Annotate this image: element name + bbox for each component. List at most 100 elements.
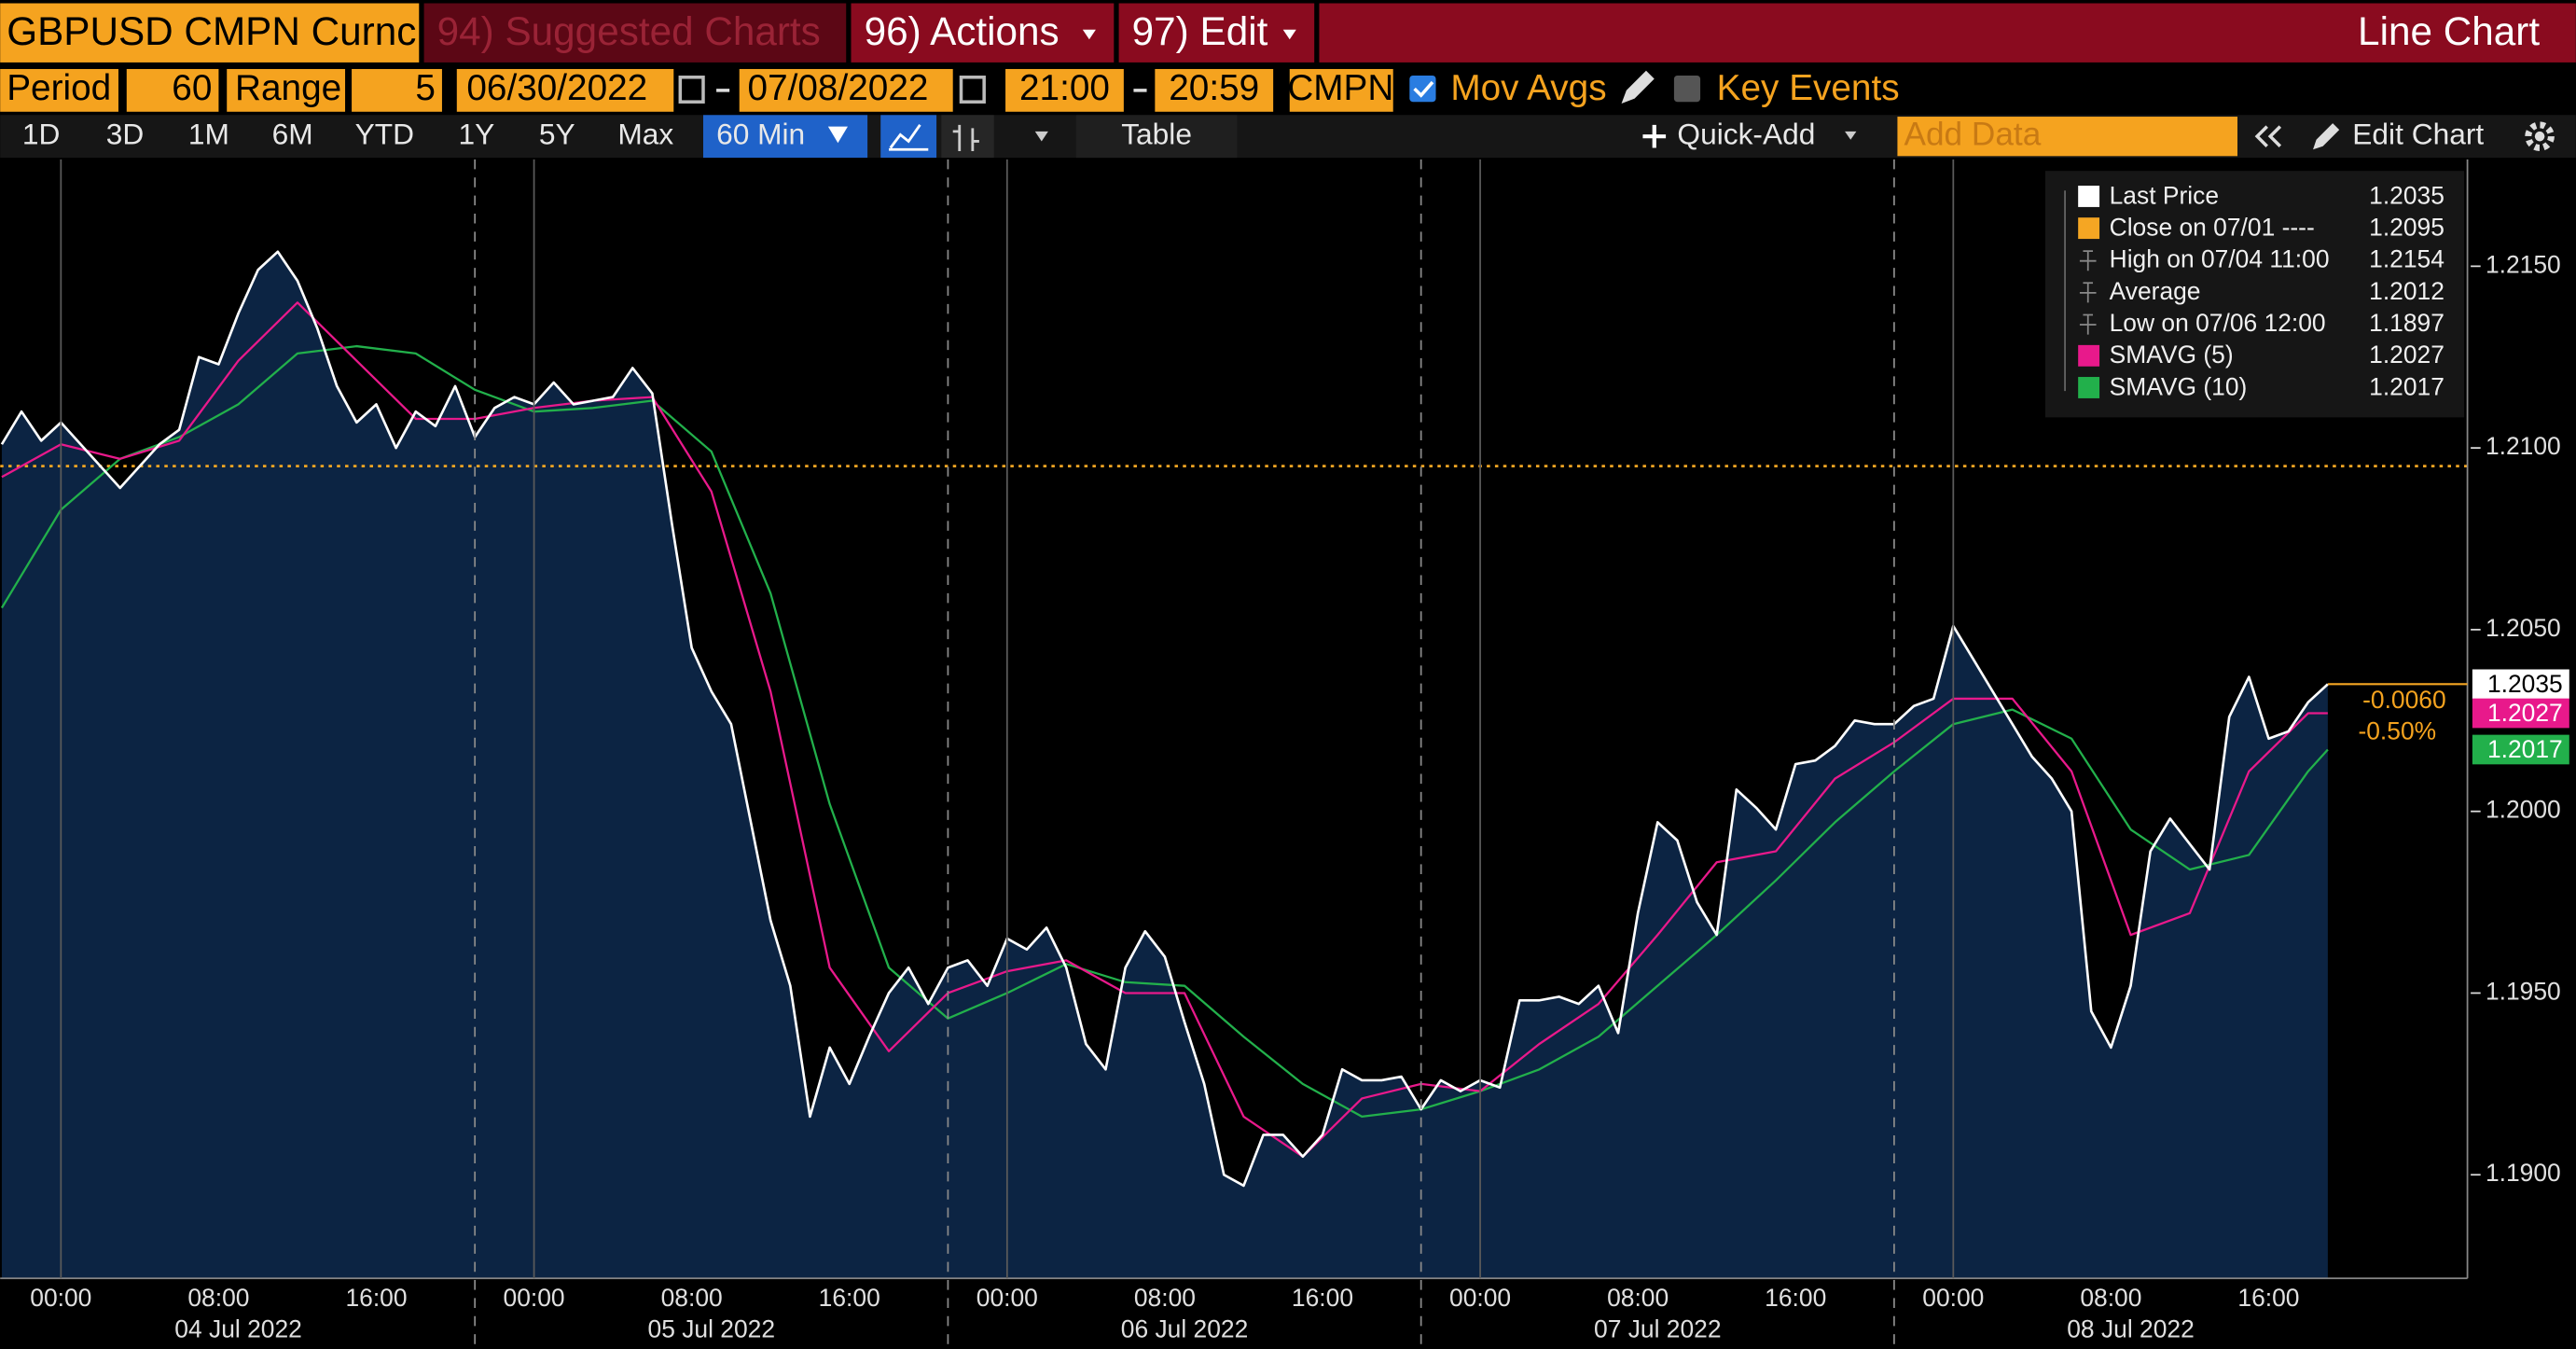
legend-glyph [2079,250,2097,271]
x-tick-label: 16:00 [819,1284,880,1312]
legend-name: Close on 07/01 ---- [2110,213,2315,241]
start-date: 06/30/2022 [466,68,647,108]
change-percent: -0.50% [2358,716,2436,744]
y-tick-label: 1.2100 [2486,432,2561,460]
dropdown-arrow [1845,131,1857,140]
legend-name: High on 07/04 11:00 [2110,245,2330,273]
period-field[interactable] [126,68,219,112]
x-tick-label: 00:00 [1449,1284,1511,1312]
x-tick-label: 08:00 [2080,1284,2141,1312]
x-tick-label: 16:00 [1765,1284,1826,1312]
y-tick-label: 1.1900 [2486,1159,2561,1187]
suggested-button[interactable] [423,3,847,63]
actions-button[interactable] [851,3,1115,63]
key-events-checkbox[interactable] [1673,76,1701,103]
legend-name: Average [2110,277,2201,305]
range-button[interactable]: YTD [355,118,414,151]
range-label: Range [235,68,341,108]
line [0,344,2329,1119]
x-tick-label: 00:00 [504,1284,565,1312]
pencil-icon[interactable] [1621,70,1655,104]
dropdown-arrow [1082,29,1096,40]
source: CMPN [1287,68,1393,108]
suggested-charts: 94) Suggested Charts [437,9,821,53]
legend-value: 1.2154 [2369,245,2444,273]
x-tick-label: 08:00 [1607,1284,1669,1312]
table-button[interactable] [1075,115,1238,159]
period-label: Period [7,68,111,108]
edit-chart[interactable]: Edit Chart [2352,118,2484,151]
line-icon [889,124,929,151]
bar-icon [952,124,979,152]
date-label: 06 Jul 2022 [1121,1315,1249,1343]
legend-name: SMAVG (5) [2110,341,2234,369]
x-tick-label: 08:00 [661,1284,723,1312]
range-button[interactable]: 1Y [459,118,495,151]
legend-swatch [2078,344,2100,367]
date-label: 05 Jul 2022 [648,1315,776,1343]
collapse-icon[interactable] [2254,125,2282,147]
bar-chart-button[interactable] [941,115,994,159]
x-tick-label: 16:00 [345,1284,407,1312]
settings-icon[interactable] [2525,121,2555,152]
plot-area [0,250,2468,1279]
value-tag [2472,698,2569,729]
period-label-box [0,68,118,112]
legend-value: 1.2027 [2369,341,2444,369]
edit: 97) Edit [1132,9,1268,53]
line [0,250,2329,1188]
range-button[interactable]: 1D [22,118,61,151]
start-date-field[interactable] [456,68,674,112]
range-button[interactable]: Max [617,118,673,151]
change: -0.0060 [2362,686,2446,714]
dropdown-arrow[interactable] [1034,131,1048,142]
source-field[interactable] [1289,68,1393,112]
period: 60 [172,68,212,108]
y-tick-label: 1.2000 [2486,796,2561,824]
legend-value: 1.2095 [2369,213,2444,241]
legend-value: 1.2012 [2369,277,2444,305]
range-button[interactable]: 1M [188,118,229,151]
pencil-icon [2313,123,2340,150]
range-field[interactable] [352,68,442,112]
start-time-field[interactable] [1005,68,1124,112]
area [1,251,2328,1279]
mov-avgs-checkbox[interactable] [1409,76,1436,103]
value-tag [2472,669,2569,700]
dropdown-arrow [827,126,848,144]
legend-name: Last Price [2110,181,2219,209]
start-time: 21:00 [1019,68,1110,108]
end-date-field[interactable] [739,68,953,112]
end-time-field[interactable] [1155,68,1274,112]
range-buttons: 1D 3D 1M 6M YTD 1Y 5Y Max [22,118,673,151]
x-tick-label: 00:00 [1922,1284,1984,1312]
quick-add[interactable]: Quick-Add [1677,118,1815,151]
line-chart-button[interactable] [880,115,937,159]
calendar-icon[interactable] [959,76,986,104]
title-bar [1319,3,2576,63]
legend-value: 1.1897 [2369,309,2444,337]
range-button[interactable]: 5Y [539,118,575,151]
table: Table [1121,118,1192,151]
x-tick-label: 00:00 [976,1284,1038,1312]
add-data-field[interactable] [1897,117,2238,157]
key-events: Key Events [1717,68,1900,108]
date-label: 07 Jul 2022 [1594,1315,1722,1343]
security-box[interactable] [0,3,420,63]
value-tag-label: 1.2017 [2487,735,2563,763]
legend-value: 1.2017 [2369,372,2444,400]
y-tick-label: 1.2050 [2486,614,2561,642]
calendar-icon[interactable] [678,76,705,104]
x-tick-label: 08:00 [187,1284,249,1312]
value-tag-label: 1.2027 [2487,699,2563,727]
actions: 96) Actions [865,9,1059,53]
mov-avgs: Mov Avgs [1450,68,1606,108]
range-button[interactable]: 3D [106,118,145,151]
line [1,301,2328,1158]
range-button[interactable]: 6M [272,118,313,151]
x-tick-label: 16:00 [1292,1284,1353,1312]
edit-button[interactable] [1118,3,1315,63]
legend-name: Low on 07/06 12:00 [2110,309,2326,337]
